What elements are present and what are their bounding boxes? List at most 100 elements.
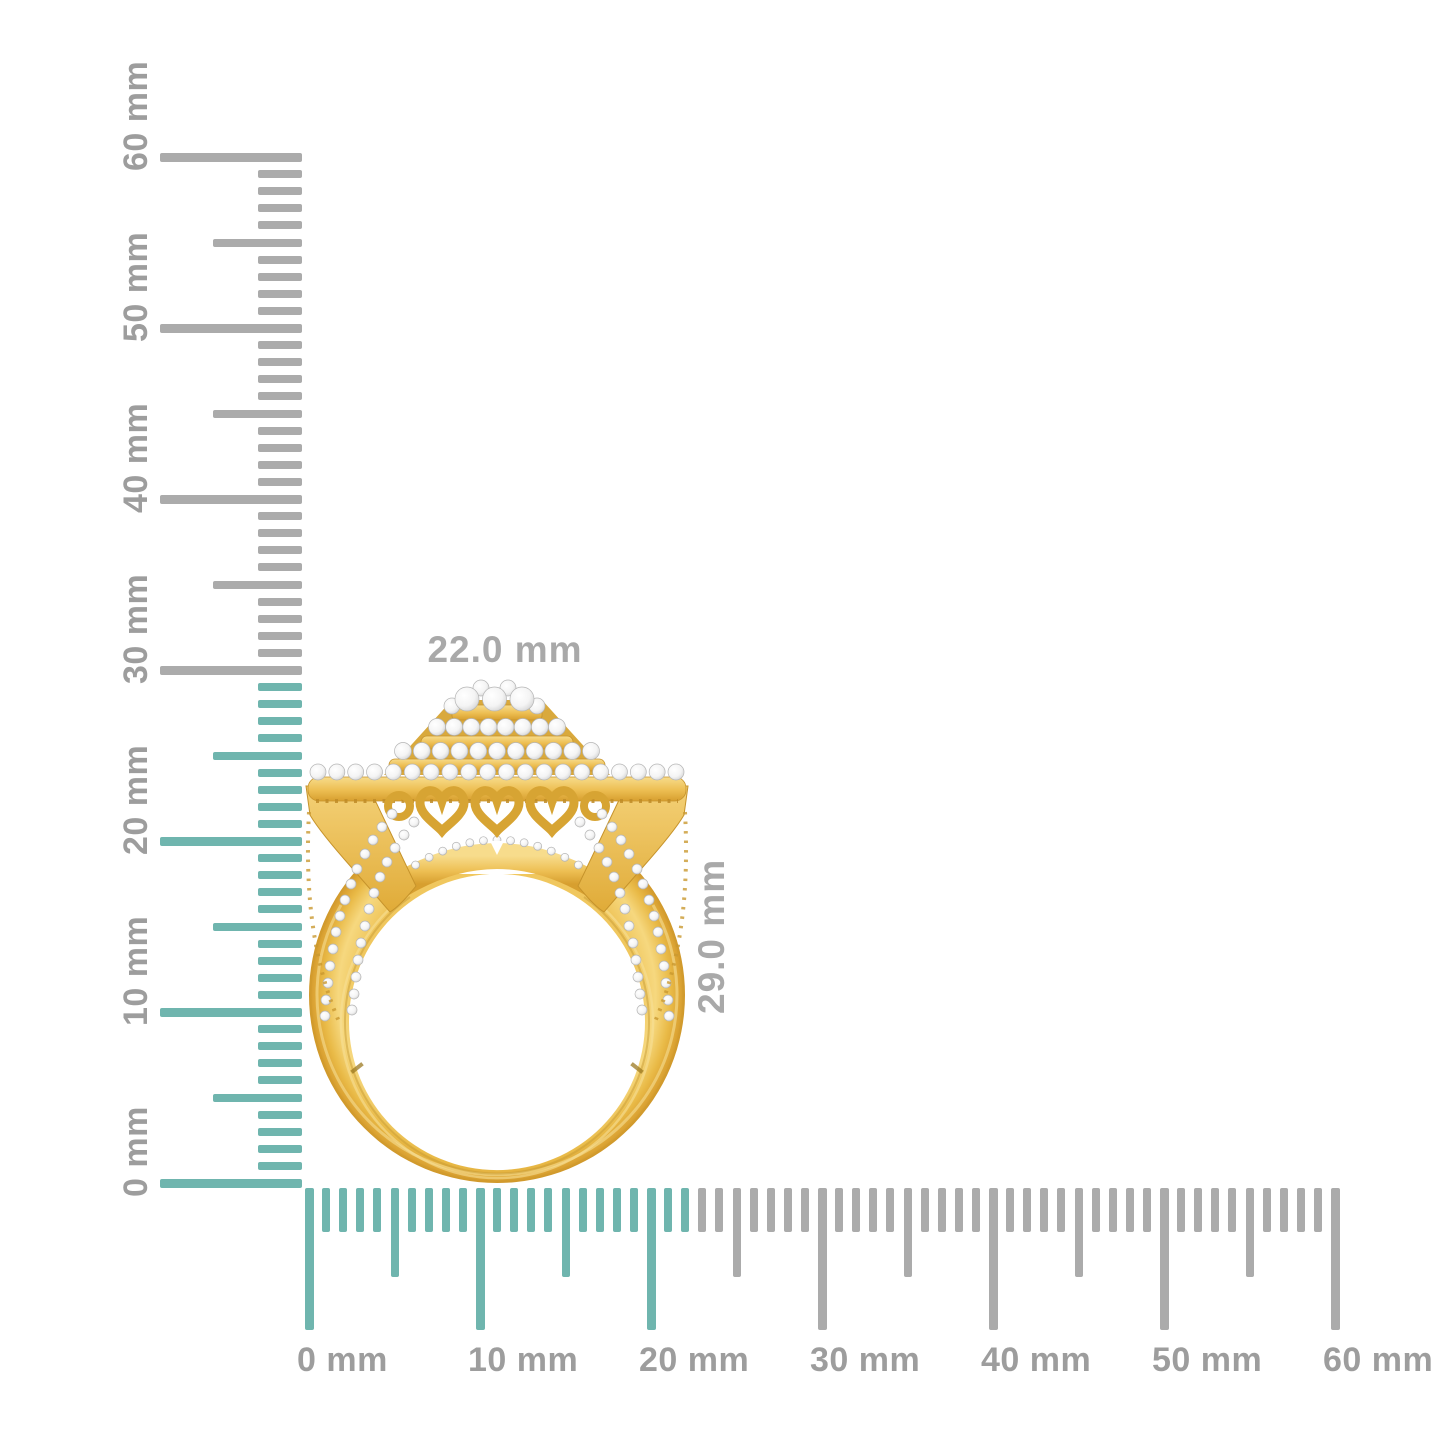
diamond — [496, 718, 515, 736]
diamond — [454, 686, 480, 712]
ruler-tick — [356, 1188, 365, 1232]
diamond — [488, 742, 506, 760]
ruler-tick — [213, 1093, 302, 1102]
diamond — [631, 863, 643, 875]
ruler-tick — [213, 751, 302, 760]
diamond — [386, 808, 398, 820]
diamond — [563, 742, 582, 760]
band-slit-left — [350, 1062, 364, 1074]
diamond — [450, 742, 469, 760]
diamond — [422, 763, 440, 781]
diamond — [438, 846, 448, 856]
ruler-tick — [1177, 1188, 1186, 1232]
ruler-tick — [258, 990, 302, 999]
ruler-tick — [213, 922, 302, 931]
diamond — [479, 763, 496, 781]
ruler-tick — [258, 460, 302, 469]
diamond — [574, 860, 583, 870]
ruler-tick — [160, 494, 302, 504]
ruler-tick — [1211, 1188, 1220, 1232]
ruler-tick — [258, 272, 302, 281]
diamond — [355, 937, 367, 949]
diamond — [309, 763, 327, 781]
diamond — [398, 829, 410, 841]
ruler-tick — [1040, 1188, 1049, 1232]
ruler-label: 40 mm — [117, 402, 155, 513]
ruler-tick — [258, 392, 302, 401]
ruler-tick — [258, 1110, 302, 1119]
milgrain-edge-right — [652, 811, 688, 1025]
diamond — [623, 920, 635, 932]
diamond — [525, 742, 544, 760]
ruler-tick — [903, 1188, 912, 1277]
ruler-tick — [258, 375, 302, 384]
ruler-label: 40 mm — [981, 1341, 1092, 1379]
ruler-tick — [578, 1188, 587, 1232]
ruler-label: 20 mm — [117, 744, 155, 855]
ruler-tick — [510, 1188, 519, 1232]
diamond — [330, 926, 342, 938]
diamond — [462, 718, 481, 736]
ruler-tick — [160, 836, 302, 846]
diamond — [431, 742, 450, 760]
ruler-tick — [544, 1188, 553, 1232]
ruler-tick — [1006, 1188, 1015, 1232]
diamond — [615, 834, 627, 846]
shank-arm-right — [577, 785, 689, 913]
ruler-tick — [258, 939, 302, 948]
diamond — [460, 763, 478, 781]
diamond — [627, 937, 639, 949]
ruler-tick — [258, 1025, 302, 1034]
diamond — [658, 960, 670, 972]
ruler-tick — [258, 170, 302, 179]
height-dimension-label: 29.0 mm — [691, 858, 732, 1014]
diamond — [533, 841, 543, 851]
diamond — [428, 718, 446, 736]
diamond — [376, 821, 388, 833]
ruler-tick — [322, 1188, 331, 1232]
ruler-tick — [258, 614, 302, 623]
ruler-tick — [258, 802, 302, 811]
diamond — [606, 821, 618, 833]
diamond — [516, 763, 534, 781]
ruler-tick — [715, 1188, 724, 1232]
milgrain-edge-left — [306, 811, 342, 1025]
ruler-tick — [595, 1188, 604, 1232]
diamond — [408, 816, 420, 828]
diamond — [634, 988, 646, 1000]
ruler-tick — [766, 1188, 775, 1232]
diamond — [327, 943, 339, 955]
ruler-tick — [1091, 1188, 1100, 1232]
ruler-tick — [1330, 1188, 1340, 1330]
ruler-tick — [1074, 1188, 1083, 1277]
diamond — [381, 856, 393, 868]
ruler-tick — [988, 1188, 998, 1330]
diamond — [465, 838, 475, 848]
ruler-tick — [800, 1188, 809, 1232]
ruler-tick — [954, 1188, 963, 1232]
diamond — [535, 763, 553, 781]
ruler-tick — [258, 1161, 302, 1170]
ruler-tick — [160, 1007, 302, 1017]
diamond — [544, 742, 563, 760]
width-dimension-label: 22.0 mm — [427, 629, 583, 670]
diamond — [479, 718, 498, 736]
ruler-tick — [1296, 1188, 1305, 1232]
ruler-label: 60 mm — [117, 60, 155, 171]
ruler-tick — [258, 546, 302, 555]
diamond — [630, 954, 642, 966]
heart-curl-right — [580, 791, 610, 821]
diamond — [629, 763, 647, 781]
ruler-label: 10 mm — [117, 915, 155, 1026]
diamond — [513, 718, 532, 736]
diamond — [385, 763, 402, 781]
diamond — [469, 742, 488, 760]
ruler-tick — [1057, 1188, 1066, 1232]
ruler-tick — [258, 597, 302, 606]
diamond — [347, 763, 365, 781]
ruler-tick — [1125, 1188, 1134, 1232]
ruler-tick — [971, 1188, 980, 1232]
ruler-tick — [1159, 1188, 1169, 1330]
